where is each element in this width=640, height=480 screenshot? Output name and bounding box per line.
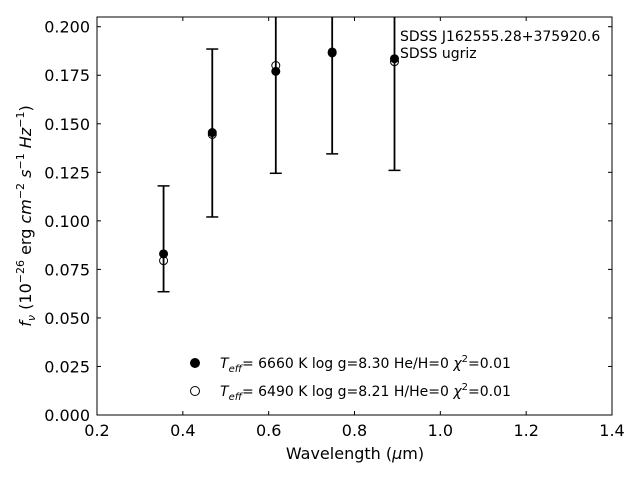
y-tick-label: 0.125	[44, 163, 90, 182]
model-point-open	[327, 48, 337, 58]
y-tick-label: 0.100	[44, 212, 90, 231]
data-points	[159, 47, 399, 266]
annotation-object: SDSS J162555.28+375920.6	[400, 29, 600, 45]
y-tick-label: 0.025	[44, 357, 90, 376]
legend-entry-2: Teff= 6490 K log g=8.21 H/He=0 χ2=0.01	[220, 382, 511, 403]
annotation-survey: SDSS ugriz	[400, 46, 477, 62]
y-axis-label: fν (10−26 erg cm−2 s−1 Hz−1)	[14, 105, 38, 326]
y-tick-label: 0.050	[44, 309, 90, 328]
x-tick-label: 0.6	[256, 421, 281, 440]
model-point-filled	[159, 249, 169, 259]
error-bars	[157, 17, 401, 293]
x-axis-label-text: Wavelength (	[286, 444, 392, 463]
x-tick-label: 1.4	[599, 421, 624, 440]
x-tick-label: 0.4	[170, 421, 195, 440]
model-point-filled	[389, 54, 399, 64]
y-tick-label: 0.200	[44, 18, 90, 37]
legend-marker-filled	[190, 358, 200, 368]
y-tick-label: 0.150	[44, 115, 90, 134]
tick-labels: 0.2 0.4 0.6 0.8 1.0 1.2 1.4 0.000 0.025 0.050 0.07…	[44, 18, 625, 440]
x-tick-label: 1.0	[428, 421, 453, 440]
y-tick-label: 0.175	[44, 66, 90, 85]
model-point-open	[207, 129, 217, 139]
legend-marker-open	[190, 386, 200, 396]
x-tick-label: 0.8	[342, 421, 367, 440]
legend: Teff= 6660 K log g=8.30 He/H=0 χ2=0.01 T…	[190, 354, 511, 403]
x-tick-label: 0.2	[84, 421, 109, 440]
model-point-open	[389, 57, 399, 67]
x-axis-label: Wavelength (μm)	[286, 444, 424, 463]
axis-ticks	[96, 17, 613, 416]
x-axis-label-unit: m)	[402, 444, 424, 463]
x-axis-label-mu: μ	[391, 444, 402, 463]
y-tick-label: 0.000	[44, 406, 90, 425]
legend-entry-1: Teff= 6660 K log g=8.30 He/H=0 χ2=0.01	[220, 354, 511, 375]
model-point-open	[159, 256, 169, 266]
y-tick-label: 0.075	[44, 260, 90, 279]
model-point-open	[271, 61, 281, 71]
x-tick-label: 1.2	[513, 421, 538, 440]
